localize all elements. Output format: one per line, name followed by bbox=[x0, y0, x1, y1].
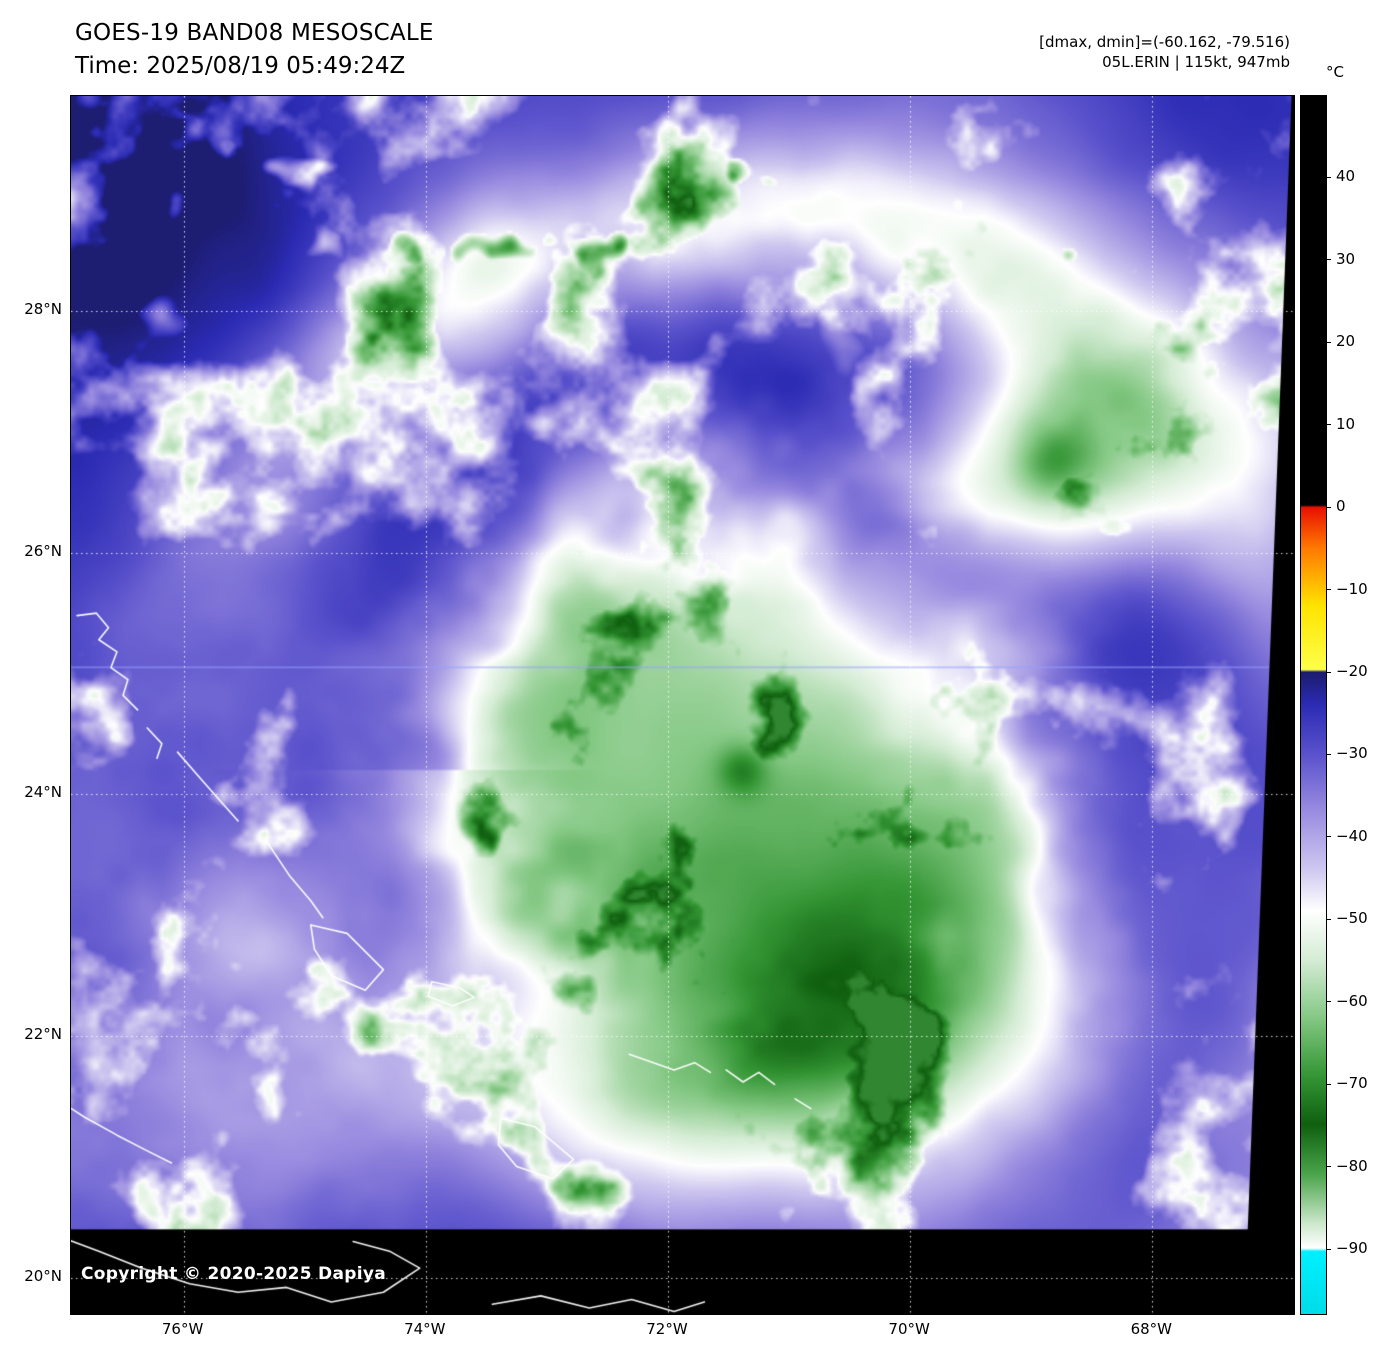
colorbar-tick-mark bbox=[1327, 1001, 1331, 1003]
lat-tick-label: 24°N bbox=[24, 783, 62, 802]
colorbar-tick-mark bbox=[1327, 1248, 1331, 1250]
lon-tick-label: 74°W bbox=[404, 1320, 446, 1338]
colorbar-tick-label: −10 bbox=[1336, 579, 1368, 598]
colorbar-tick-mark bbox=[1327, 424, 1331, 426]
lat-tick-label: 20°N bbox=[24, 1266, 62, 1285]
colorbar-tick-mark bbox=[1327, 176, 1331, 178]
colorbar-tick-mark bbox=[1327, 753, 1331, 755]
colorbar-tick-mark bbox=[1327, 671, 1331, 673]
colorbar-tick-label: −80 bbox=[1336, 1156, 1368, 1175]
lat-tick-label: 26°N bbox=[24, 541, 62, 560]
copyright-label: Copyright © 2020-2025 Dapiya bbox=[81, 1264, 386, 1284]
storm-info: 05L.ERIN | 115kt, 947mb bbox=[1102, 52, 1290, 71]
lat-tick-label: 28°N bbox=[24, 300, 62, 319]
colorbar-tick-label: 0 bbox=[1336, 497, 1346, 516]
colorbar-tick-label: −30 bbox=[1336, 744, 1368, 763]
product-title: GOES-19 BAND08 MESOSCALE bbox=[75, 20, 434, 46]
satellite-imagery-canvas bbox=[71, 96, 1294, 1314]
satellite-map: Copyright © 2020-2025 Dapiya bbox=[70, 95, 1295, 1315]
colorbar-tick-label: 40 bbox=[1336, 167, 1356, 186]
colorbar-tick-label: −60 bbox=[1336, 991, 1368, 1010]
colorbar-tick-label: −90 bbox=[1336, 1239, 1368, 1258]
colorbar-tick-mark bbox=[1327, 259, 1331, 261]
colorbar-tick-label: 30 bbox=[1336, 249, 1356, 268]
range-info: [dmax, dmin]=(-60.162, -79.516) bbox=[1039, 33, 1290, 51]
header-info: [dmax, dmin]=(-60.162, -79.516) 05L.ERIN… bbox=[1039, 33, 1290, 72]
lon-tick-label: 68°W bbox=[1130, 1320, 1173, 1338]
colorbar-unit-label: °C bbox=[1326, 63, 1344, 81]
colorbar-tick-label: −40 bbox=[1336, 826, 1368, 845]
colorbar-tick-label: 20 bbox=[1336, 332, 1356, 351]
colorbar-tick-label: −20 bbox=[1336, 662, 1368, 681]
lon-tick-label: 72°W bbox=[646, 1320, 688, 1338]
colorbar-tick-label: −70 bbox=[1336, 1074, 1368, 1093]
colorbar-tick-mark bbox=[1327, 589, 1331, 591]
colorbar-tick-label: 10 bbox=[1336, 414, 1356, 433]
colorbar-tick-mark bbox=[1327, 1166, 1331, 1168]
colorbar-tick-mark bbox=[1327, 341, 1331, 343]
colorbar-tick-mark bbox=[1327, 836, 1331, 838]
colorbar bbox=[1300, 95, 1327, 1315]
colorbar-tick-label: −50 bbox=[1336, 909, 1368, 928]
product-time: Time: 2025/08/19 05:49:24Z bbox=[75, 53, 406, 79]
colorbar-tick-mark bbox=[1327, 918, 1331, 920]
lat-tick-label: 22°N bbox=[24, 1025, 62, 1044]
colorbar-tick-mark bbox=[1327, 1083, 1331, 1085]
lon-tick-label: 70°W bbox=[888, 1320, 930, 1338]
colorbar-tick-mark bbox=[1327, 506, 1331, 508]
lon-tick-label: 76°W bbox=[161, 1320, 204, 1338]
